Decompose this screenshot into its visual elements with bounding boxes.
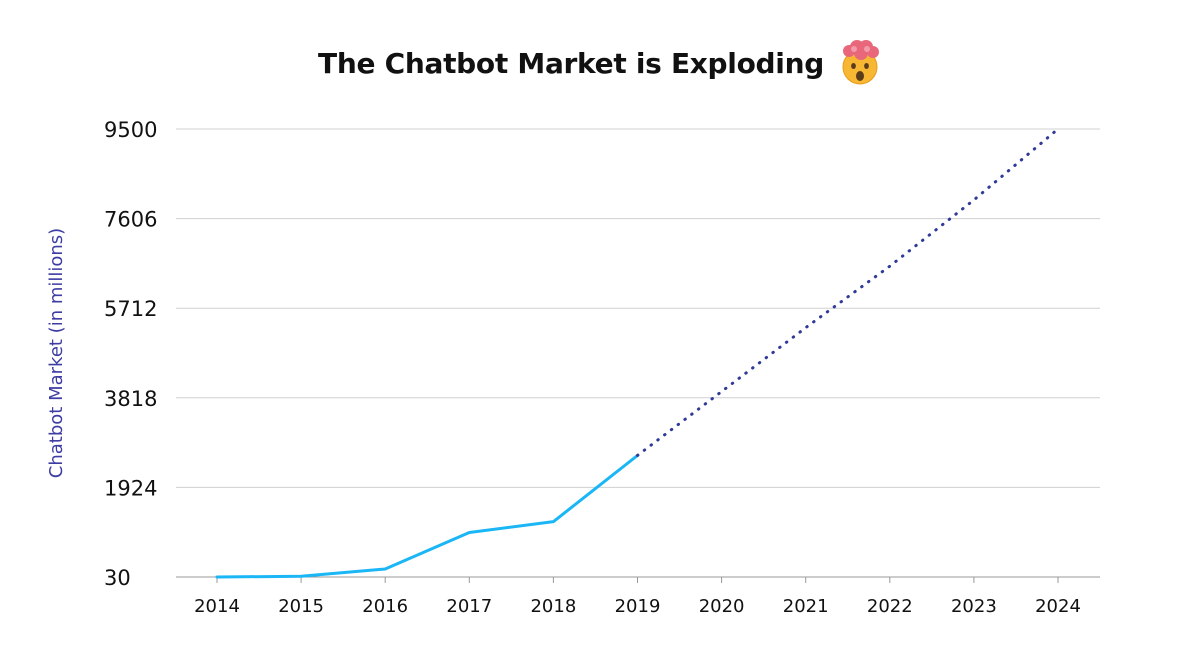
x-tick-label: 2019 xyxy=(615,596,661,617)
x-tick-label: 2021 xyxy=(783,596,829,617)
forecast-series-line xyxy=(636,127,1060,457)
x-tick-label: 2017 xyxy=(446,596,492,617)
actual-series-line xyxy=(215,453,639,579)
x-tick-label: 2022 xyxy=(867,596,913,617)
exploding-head-emoji-icon xyxy=(842,40,879,85)
chart-title-row: The Chatbot Market is Exploding xyxy=(0,38,1200,88)
y-axis-label: Chatbot Market (in millions) xyxy=(46,228,67,478)
y-tick-label: 7606 xyxy=(104,208,157,232)
chart-title: The Chatbot Market is Exploding xyxy=(318,46,824,80)
x-tick-label: 2016 xyxy=(362,596,408,617)
y-tick-label: 1924 xyxy=(104,476,157,500)
x-tick-label: 2015 xyxy=(278,596,324,617)
x-tick-label: 2024 xyxy=(1035,596,1081,617)
x-tick-label: 2020 xyxy=(699,596,745,617)
y-tick-label: 5712 xyxy=(104,297,157,321)
y-tick-label: 3818 xyxy=(104,387,157,411)
x-tick-label: 2014 xyxy=(194,596,240,617)
x-tick-label: 2023 xyxy=(951,596,997,617)
x-tick-label: 2018 xyxy=(530,596,576,617)
y-tick-label: 30 xyxy=(104,566,131,590)
y-tick-label: 9500 xyxy=(104,118,157,142)
